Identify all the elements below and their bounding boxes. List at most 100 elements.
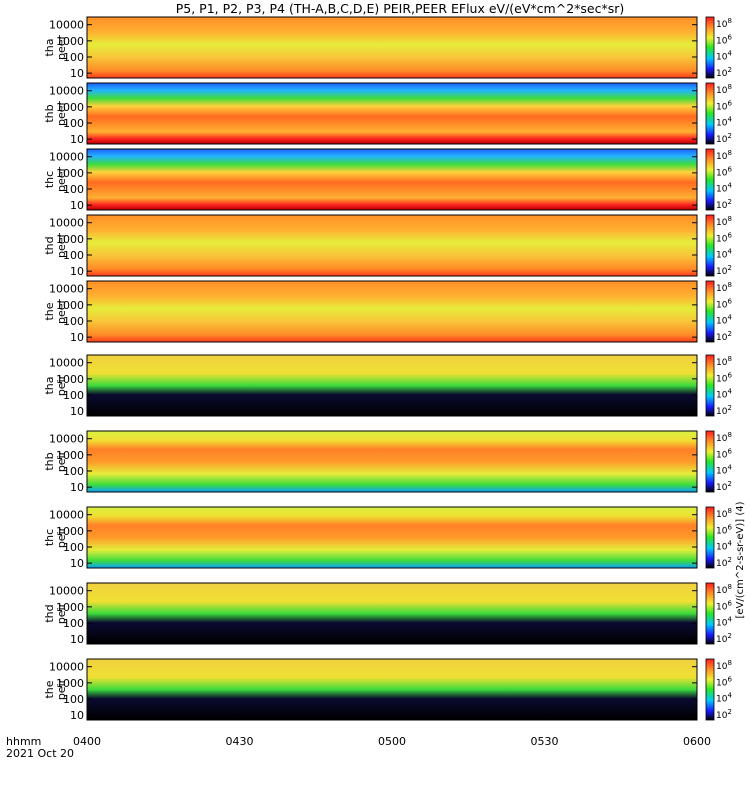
- y-tick-label: 100: [63, 541, 84, 554]
- y-tick-label: 10000: [49, 151, 84, 164]
- panel-label: thepeir: [43, 678, 68, 700]
- panel-tha-peir: 10 100 1000 10000 thapeir 108 106 104 102: [43, 354, 732, 418]
- spectrogram-thd-peer: [87, 215, 697, 276]
- colorbar-tick-label: 108: [716, 507, 732, 520]
- colorbar-tick-label: 108: [716, 659, 732, 672]
- colorbar-tick-label: 108: [716, 281, 732, 294]
- colorbar-tick-label: 108: [716, 149, 732, 162]
- y-tick-label: 100: [63, 51, 84, 64]
- colorbar-thb-peir: [705, 430, 715, 493]
- colorbar-tick-label: 102: [716, 66, 732, 79]
- colorbar-thc-peir: [705, 506, 715, 569]
- y-tick-label: 100: [63, 693, 84, 706]
- spectrogram-thb-peir: [87, 431, 697, 492]
- colorbar-tick-label: 108: [716, 355, 732, 368]
- x-tick-label: 0530: [531, 735, 559, 748]
- colorbar-tick-label: 104: [716, 692, 732, 705]
- y-tick-label: 10000: [49, 585, 84, 598]
- y-tick-label: 100: [63, 249, 84, 262]
- colorbar-units-label: [eV/(cm^2-s-sr-eV)] (4): [735, 501, 746, 618]
- colorbar-tick-label: 106: [716, 523, 732, 536]
- y-tick-label: 1000: [56, 601, 84, 614]
- colorbar-tick-label: 106: [716, 231, 732, 244]
- colorbar-tick-label: 102: [716, 632, 732, 645]
- panel-label: thcpeer: [43, 167, 68, 193]
- panels-group: 10100100010000thapeer1081061041021010010…: [43, 16, 732, 722]
- colorbar-tick-label: 106: [716, 599, 732, 612]
- colorbar-thd-peir: [705, 582, 715, 645]
- y-tick-label: 10000: [49, 19, 84, 32]
- y-tick-label: 10000: [49, 283, 84, 296]
- colorbar-tick-label: 108: [716, 583, 732, 596]
- y-tick-label: 1000: [56, 525, 84, 538]
- y-tick-label: 1000: [56, 299, 84, 312]
- colorbar-tick-label: 104: [716, 616, 732, 629]
- colorbar-tha-peer: [705, 16, 715, 79]
- y-tick-label: 100: [63, 183, 84, 196]
- colorbar-thc-peer: [705, 148, 715, 211]
- colorbar-tick-label: 104: [716, 248, 732, 261]
- colorbar-tick-label: 108: [716, 215, 732, 228]
- panel-tha-peer: 10 100 1000 10000 thapeer 108 106 104 102: [43, 16, 732, 80]
- x-tick-label: 0500: [378, 735, 406, 748]
- y-tick-label: 10: [70, 709, 84, 722]
- colorbar-tick-label: 104: [716, 50, 732, 63]
- panel-label: thbpeer: [43, 101, 68, 127]
- panel-label: thbpeir: [43, 450, 68, 472]
- y-tick-label: 10000: [49, 217, 84, 230]
- spectrogram-the-peir: [87, 659, 697, 720]
- y-tick-label: 100: [63, 389, 84, 402]
- colorbar-tick-label: 102: [716, 556, 732, 569]
- colorbar-the-peer: [705, 280, 715, 343]
- y-tick-label: 100: [63, 617, 84, 630]
- colorbar-tick-label: 102: [716, 330, 732, 343]
- colorbar-tick-label: 106: [716, 675, 732, 688]
- spectrogram-the-peer: [87, 281, 697, 342]
- colorbar-tick-label: 102: [716, 480, 732, 493]
- colorbar-the-peir: [705, 658, 715, 721]
- colorbar-tick-label: 106: [716, 165, 732, 178]
- y-tick-label: 1000: [56, 373, 84, 386]
- colorbar-tick-label: 102: [716, 708, 732, 721]
- colorbar-tick-label: 104: [716, 464, 732, 477]
- x-tick-label: 0430: [226, 735, 254, 748]
- y-tick-label: 10000: [49, 509, 84, 522]
- x-axis: 0400 0430 0500 0530 0600: [73, 714, 711, 748]
- x-tick-label: 0600: [683, 735, 711, 748]
- colorbar-tick-label: 102: [716, 404, 732, 417]
- y-tick-label: 100: [63, 465, 84, 478]
- chart-title: P5, P1, P2, P3, P4 (TH-A,B,C,D,E) PEIR,P…: [176, 1, 625, 16]
- colorbar-tick-label: 106: [716, 371, 732, 384]
- y-tick-label: 10: [70, 133, 84, 146]
- panel-label: thdpeir: [43, 602, 68, 624]
- colorbar-tick-label: 108: [716, 83, 732, 96]
- x-axis-label-line2: 2021 Oct 20: [6, 747, 74, 760]
- panel-thb-peir: 10 100 1000 10000 thbpeir 108 106 104 102: [43, 430, 732, 494]
- colorbar-thb-peer: [705, 82, 715, 145]
- y-tick-label: 10: [70, 331, 84, 344]
- panel-thc-peer: 10 100 1000 10000 thcpeer 108 106 104 102: [43, 148, 732, 212]
- colorbar-tick-label: 102: [716, 198, 732, 211]
- colorbar-tick-label: 104: [716, 314, 732, 327]
- y-tick-label: 10: [70, 67, 84, 80]
- y-tick-label: 1000: [56, 233, 84, 246]
- colorbar-tick-label: 106: [716, 447, 732, 460]
- y-tick-label: 10000: [49, 85, 84, 98]
- panel-the-peer: 10 100 1000 10000 thepeer 108 106 104 102: [43, 280, 732, 344]
- colorbar-tha-peir: [705, 354, 715, 417]
- spectrogram-thc-peir: [87, 507, 697, 568]
- spectrogram-thb-peer: [87, 83, 697, 144]
- colorbar-tick-label: 108: [716, 17, 732, 30]
- colorbar-tick-label: 102: [716, 132, 732, 145]
- y-tick-label: 1000: [56, 101, 84, 114]
- y-tick-label: 100: [63, 117, 84, 130]
- y-tick-label: 10: [70, 405, 84, 418]
- x-tick-label: 0400: [73, 735, 101, 748]
- y-tick-label: 10000: [49, 661, 84, 674]
- y-tick-label: 10000: [49, 433, 84, 446]
- panel-the-peir: 10 100 1000 10000 thepeir 108 106 104 102: [43, 658, 732, 722]
- spectrogram-tha-peir: [87, 355, 697, 416]
- y-tick-label: 1000: [56, 167, 84, 180]
- panel-label: thapeir: [43, 374, 68, 396]
- colorbar-tick-label: 102: [716, 264, 732, 277]
